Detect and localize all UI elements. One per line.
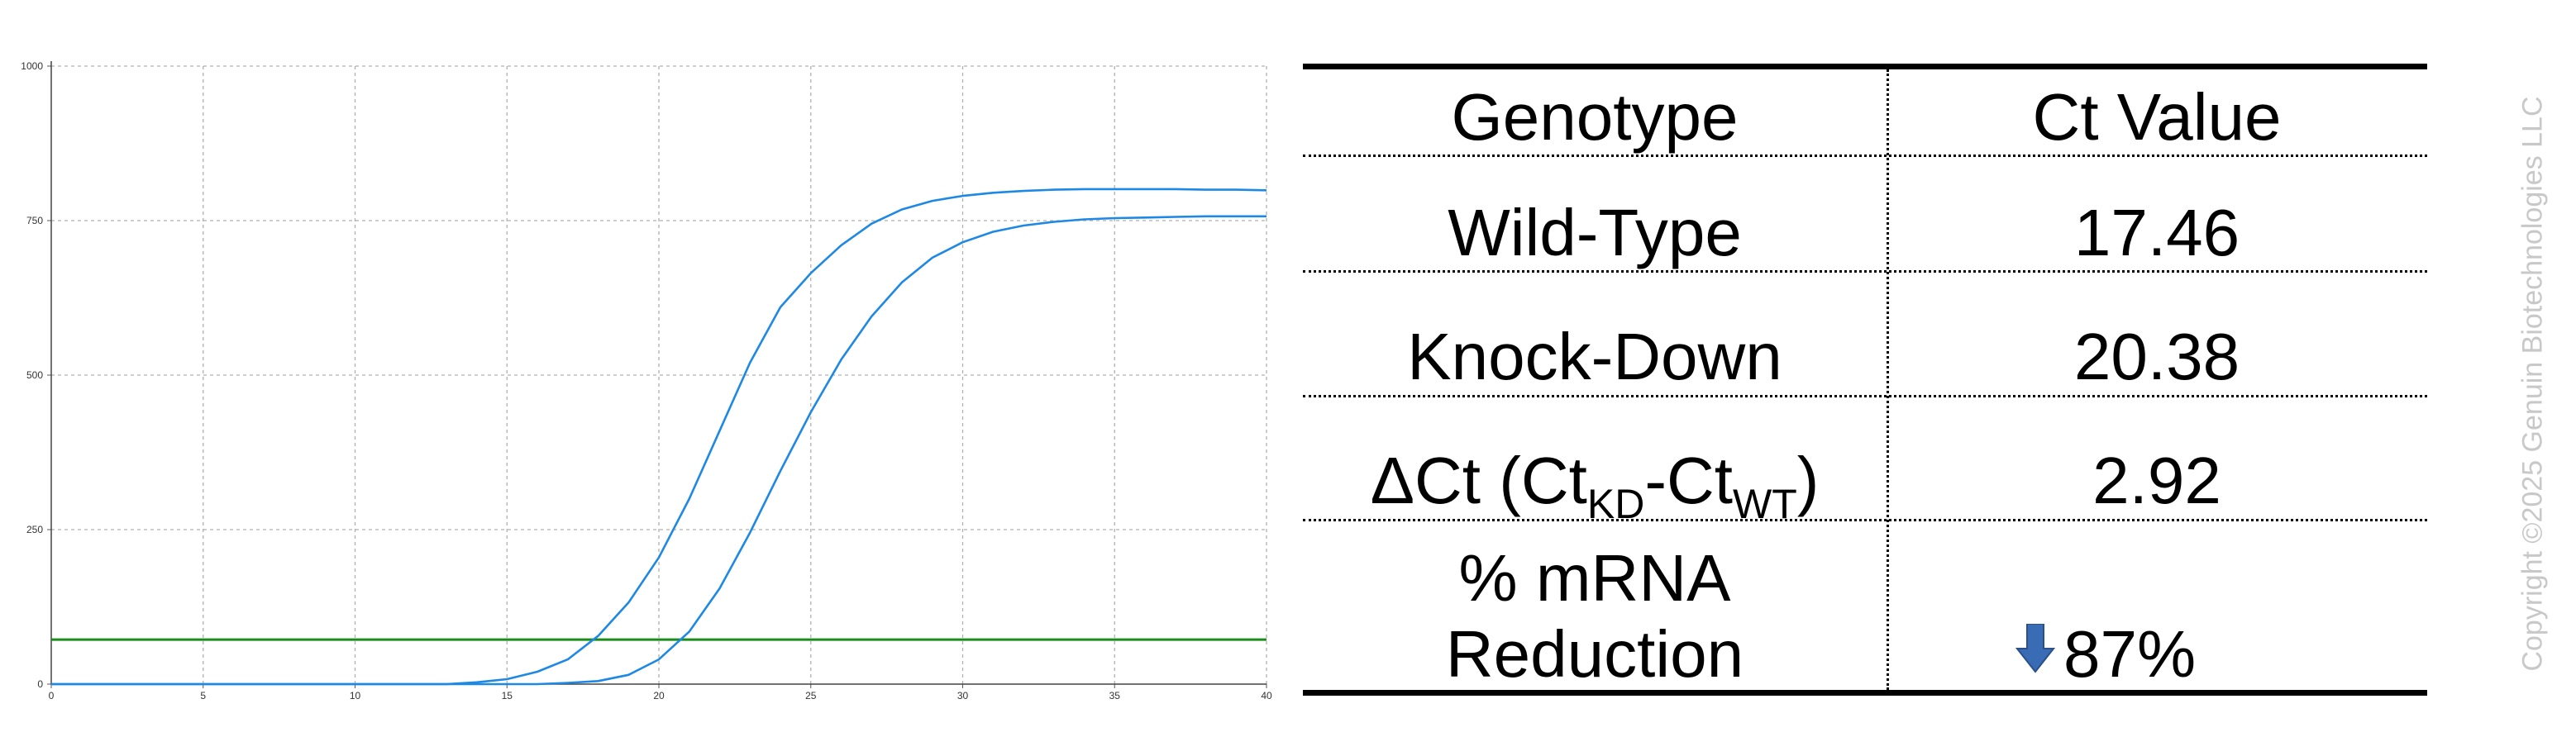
amplification-curve-2 — [51, 215, 1267, 686]
delta-ct-dash: -Ct — [1644, 444, 1734, 517]
x-tick-label: 0 — [49, 690, 55, 701]
table-column-divider — [1887, 69, 1889, 690]
delta-ct-suffix: ) — [1796, 444, 1820, 517]
x-tick-label: 25 — [805, 690, 817, 701]
table-row-divider — [1303, 270, 2427, 273]
down-arrow-icon — [2015, 624, 2055, 673]
delta-ct-prefix: ΔCt (Ct — [1370, 444, 1587, 517]
row-label-reduction-line1: % mRNA — [1458, 541, 1731, 615]
x-tick-label: 30 — [957, 690, 969, 701]
copyright-watermark: Copyright ©2025 Genuin Biotechnologies L… — [2516, 96, 2549, 672]
y-tick-label: 250 — [26, 524, 43, 535]
amplification-curve-1 — [51, 188, 1267, 686]
row-label-reduction-line2: Reduction — [1445, 617, 1744, 691]
row-value-knock-down: 20.38 — [2073, 320, 2240, 393]
x-tick-label: 40 — [1261, 690, 1272, 701]
chart-svg: 0 5 10 15 20 25 30 35 40 0 250 500 750 1000 — [21, 60, 1272, 701]
x-tick-label: 15 — [502, 690, 513, 701]
x-tick-label: 35 — [1109, 690, 1121, 701]
delta-ct-sub-kd: KD — [1586, 481, 1645, 527]
x-tick-label: 5 — [200, 690, 206, 701]
delta-ct-sub-wt: WT — [1733, 481, 1797, 527]
header-ct-value: Ct Value — [2032, 80, 2282, 154]
table-top-border — [1303, 64, 2427, 69]
row-label-wild-type: Wild-Type — [1448, 196, 1742, 269]
row-value-delta-ct: 2.92 — [2092, 444, 2221, 517]
row-value-wild-type: 17.46 — [2073, 196, 2240, 269]
row-label-knock-down: Knock-Down — [1407, 320, 1782, 393]
table-bottom-border — [1303, 690, 2427, 696]
table-row-divider — [1303, 519, 2427, 521]
y-tick-label: 500 — [26, 369, 43, 381]
row-label-delta-ct: ΔCt (CtKD-CtWT) — [1303, 443, 1887, 525]
y-tick-label: 1000 — [21, 60, 43, 72]
y-tick-label: 750 — [26, 215, 43, 226]
row-value-reduction: 87% — [2063, 617, 2197, 691]
ct-value-table: Genotype Ct Value Wild-Type 17.46 Knock-… — [1303, 0, 2435, 735]
y-tick-label: 0 — [37, 678, 43, 690]
table-row-divider — [1303, 395, 2427, 397]
x-tick-label: 20 — [653, 690, 665, 701]
x-tick-label: 10 — [350, 690, 361, 701]
down-arrow-shape — [2015, 624, 2055, 673]
qpcr-amplification-chart: 0 5 10 15 20 25 30 35 40 0 250 500 750 1000 — [0, 0, 1290, 735]
table-row-divider — [1303, 155, 2427, 157]
header-genotype: Genotype — [1451, 80, 1739, 154]
